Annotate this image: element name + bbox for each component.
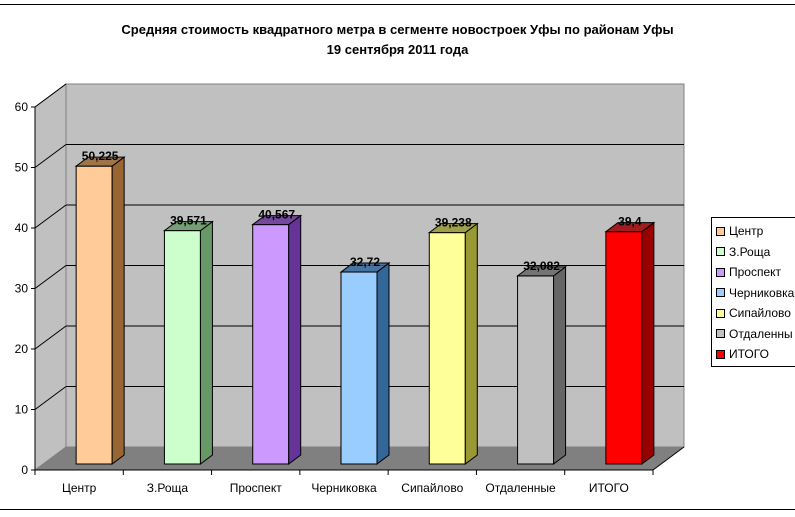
data-label: 39,571: [170, 214, 207, 228]
legend-swatch-icon: [716, 349, 725, 359]
bar-side: [288, 214, 302, 465]
bar-side: [553, 265, 567, 465]
legend-swatch-icon: [716, 226, 725, 236]
data-label: 39,4: [618, 215, 642, 229]
data-label: 39,238: [435, 216, 472, 230]
gridline-depth: [34, 265, 67, 289]
floor-edge: [652, 446, 685, 471]
chart-title-line1: Средняя стоимость квадратного метра в се…: [121, 22, 674, 37]
data-label: 50,225: [82, 149, 119, 163]
legend-item: Черниковка: [716, 286, 794, 300]
bar-top: [74, 156, 126, 167]
bar-top: [516, 266, 568, 277]
x-tick-label: ИТОГО: [589, 481, 629, 495]
legend-label: З.Роща: [729, 244, 771, 259]
y-tick-label: 10: [15, 403, 29, 417]
legend-label: Черниковка: [729, 285, 795, 300]
bar-front: [605, 231, 643, 465]
bar-side: [641, 221, 655, 465]
legend-swatch-icon: [716, 267, 725, 277]
gridline-depth: [34, 325, 67, 350]
y-tick-label: 60: [15, 100, 29, 114]
bar-top: [339, 262, 391, 273]
legend-label: Сипайлово: [729, 306, 791, 320]
x-tick-label: Черниковка: [311, 481, 377, 495]
x-tick-label: Сипайлово: [401, 481, 463, 495]
chart-title: Средняя стоимость квадратного метра в се…: [0, 20, 795, 60]
gridline-depth: [34, 144, 67, 168]
bar-front: [340, 271, 378, 465]
bottom-border: [0, 509, 795, 510]
bar-top: [604, 222, 656, 233]
gridline-depth: [34, 204, 67, 229]
data-label: 32,082: [523, 259, 560, 273]
bar-front: [163, 230, 201, 465]
x-tick-label: Проспект: [230, 481, 283, 495]
legend-item: Сипайлово: [716, 306, 791, 320]
legend-label: Проспект: [729, 265, 782, 279]
legend-item: Отдаленны: [716, 327, 793, 341]
y-tick-label: 30: [15, 282, 29, 296]
y-tick-label: 50: [15, 161, 29, 175]
legend-swatch-icon: [716, 288, 725, 297]
bar-side: [464, 222, 478, 465]
y-tick-label: 40: [15, 221, 29, 235]
bar-front: [75, 165, 113, 465]
x-tick-label: Центр: [62, 481, 97, 495]
bar-front: [517, 275, 555, 465]
legend-label: ИТОГО: [729, 347, 769, 361]
legend-label: Центр: [729, 224, 764, 238]
x-tick-label: Отдаленные: [485, 481, 556, 495]
legend-swatch-icon: [716, 308, 725, 318]
legend-item: Проспект: [716, 265, 781, 279]
bar-front: [428, 232, 466, 465]
bar-front: [252, 224, 290, 465]
bar-side: [376, 262, 390, 465]
top-border: [0, 4, 795, 5]
bar-side: [199, 220, 213, 465]
data-label: 32,72: [350, 255, 380, 269]
legend-item: Центр: [716, 224, 763, 238]
legend-item: З.Роща: [716, 245, 770, 259]
gridline-depth: [34, 83, 67, 108]
x-tick-label: З.Роща: [147, 481, 189, 495]
legend-swatch-icon: [716, 247, 725, 256]
legend-label: Отдаленны: [729, 326, 793, 341]
bar-top: [427, 223, 479, 234]
data-label: 40,567: [258, 208, 295, 222]
chart-legend: Центр З.Роща Проспект Черниковка Сипайлово От…: [711, 217, 795, 367]
legend-item: ИТОГО: [716, 347, 769, 361]
bar-top: [162, 221, 214, 232]
y-tick-label: 0: [21, 463, 28, 477]
y-tick-label: 20: [15, 342, 29, 356]
chart-subtitle: 19 сентября 2011 года: [326, 42, 469, 57]
bar-side: [111, 156, 125, 465]
gridline-depth: [34, 386, 67, 410]
bar-top: [251, 215, 303, 226]
legend-swatch-icon: [716, 329, 725, 338]
